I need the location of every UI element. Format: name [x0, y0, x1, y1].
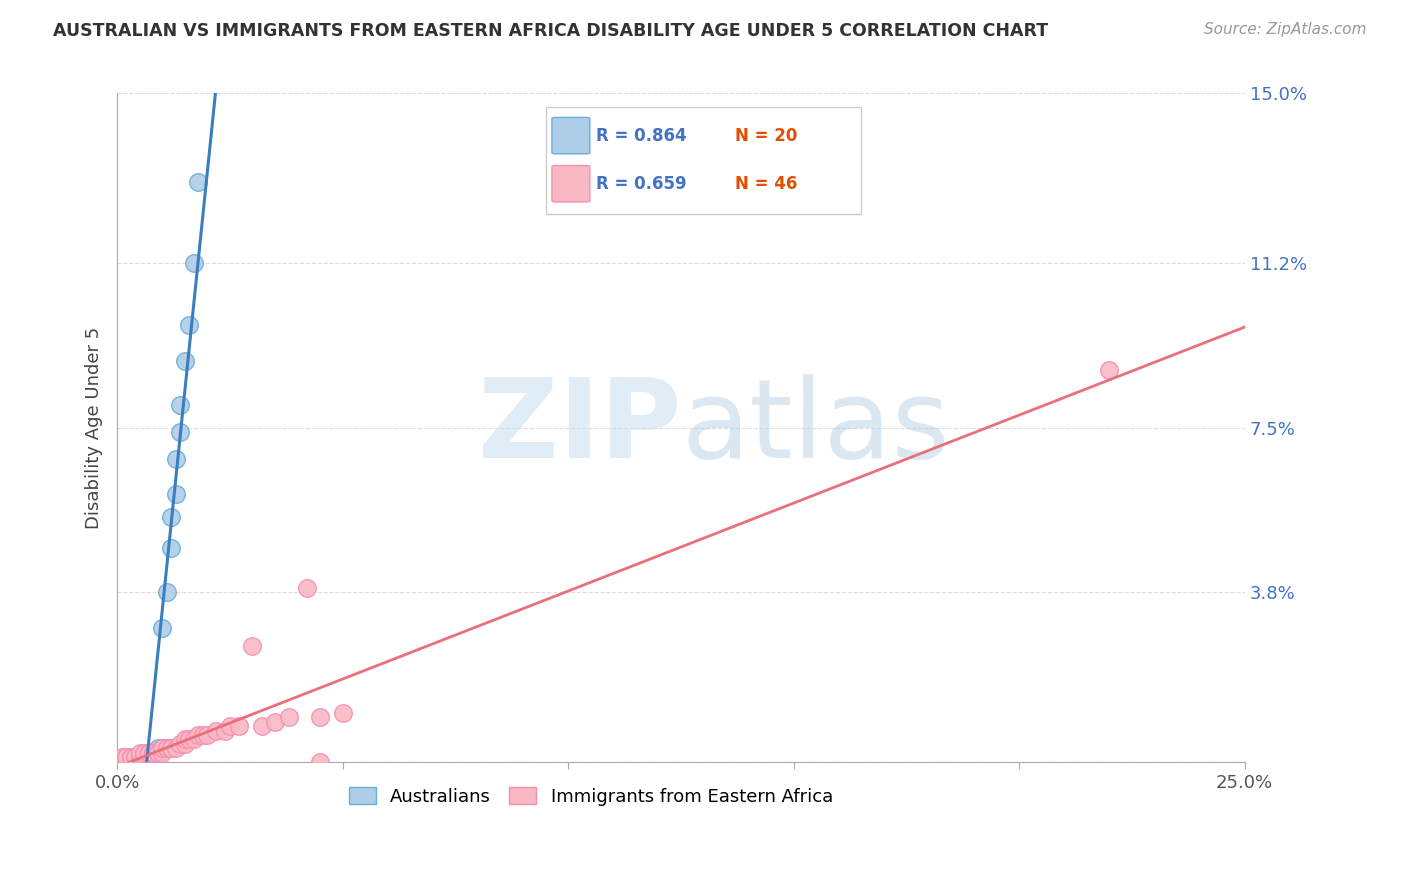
Point	[179, 318, 201, 332]
Point	[242, 639, 264, 653]
Point	[120, 750, 142, 764]
Point	[165, 451, 187, 466]
Point	[115, 750, 138, 764]
Point	[250, 719, 273, 733]
Point	[295, 581, 318, 595]
Point	[197, 728, 219, 742]
Point	[187, 176, 209, 190]
Point	[169, 737, 191, 751]
Point	[150, 741, 173, 756]
Point	[150, 621, 173, 635]
Point	[219, 719, 242, 733]
Point	[150, 741, 173, 756]
Legend: Australians, Immigrants from Eastern Africa: Australians, Immigrants from Eastern Afr…	[342, 780, 839, 813]
Point	[187, 728, 209, 742]
Point	[160, 741, 183, 756]
Point	[173, 732, 195, 747]
Point	[115, 750, 138, 764]
Point	[214, 723, 236, 738]
Point	[1098, 362, 1121, 376]
Point	[146, 746, 169, 760]
Point	[138, 746, 160, 760]
Point	[160, 541, 183, 555]
Point	[134, 746, 156, 760]
Point	[309, 755, 332, 769]
Text: Source: ZipAtlas.com: Source: ZipAtlas.com	[1204, 22, 1367, 37]
Point	[169, 398, 191, 412]
Point	[173, 737, 195, 751]
Point	[191, 728, 214, 742]
Y-axis label: Disability Age Under 5: Disability Age Under 5	[86, 326, 103, 529]
Point	[183, 732, 205, 747]
Point	[332, 706, 354, 720]
Point	[309, 710, 332, 724]
Point	[146, 741, 169, 756]
Point	[134, 750, 156, 764]
Point	[142, 746, 165, 760]
Point	[120, 750, 142, 764]
Point	[160, 509, 183, 524]
Point	[264, 714, 287, 729]
Point	[179, 732, 201, 747]
Point	[138, 746, 160, 760]
Point	[183, 255, 205, 269]
Point	[165, 741, 187, 756]
Point	[142, 746, 165, 760]
Point	[134, 750, 156, 764]
Point	[142, 746, 165, 760]
Point	[128, 750, 150, 764]
Point	[160, 741, 183, 756]
Point	[128, 750, 150, 764]
Point	[111, 750, 134, 764]
Point	[156, 741, 179, 756]
Point	[128, 750, 150, 764]
Point	[124, 750, 146, 764]
Point	[124, 750, 146, 764]
Text: atlas: atlas	[681, 374, 949, 481]
Point	[120, 750, 142, 764]
Point	[165, 487, 187, 501]
Text: ZIP: ZIP	[478, 374, 681, 481]
Point	[228, 719, 250, 733]
Point	[169, 425, 191, 439]
Point	[138, 746, 160, 760]
Point	[173, 353, 195, 368]
Point	[156, 741, 179, 756]
Point	[146, 746, 169, 760]
Point	[128, 746, 150, 760]
Point	[205, 723, 228, 738]
Point	[146, 746, 169, 760]
Point	[156, 585, 179, 599]
Point	[277, 710, 299, 724]
Text: AUSTRALIAN VS IMMIGRANTS FROM EASTERN AFRICA DISABILITY AGE UNDER 5 CORRELATION : AUSTRALIAN VS IMMIGRANTS FROM EASTERN AF…	[53, 22, 1049, 40]
Point	[150, 746, 173, 760]
